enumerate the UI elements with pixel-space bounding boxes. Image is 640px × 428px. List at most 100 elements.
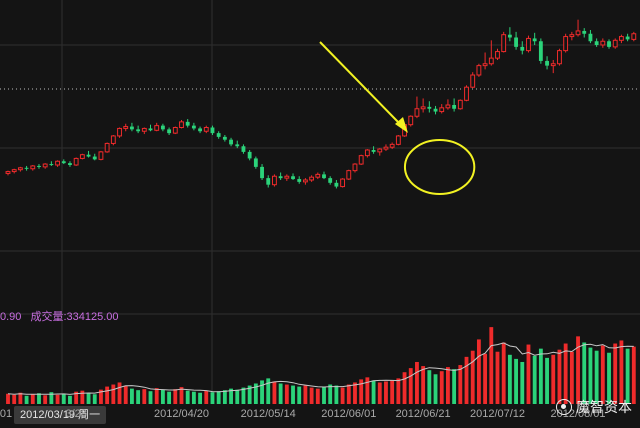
volume-bar: [247, 385, 252, 404]
volume-bar: [607, 352, 611, 404]
volume-bar: [303, 385, 308, 404]
volume-bar: [439, 371, 444, 404]
candle-body-up: [377, 148, 383, 153]
candle-body-down: [210, 127, 215, 134]
candle-body-down: [607, 41, 611, 47]
candle-body-down: [507, 34, 512, 38]
price-candles: [5, 19, 637, 189]
cursor-date-label: 2012/03/19 周一: [14, 406, 107, 424]
candle-body-down: [216, 133, 221, 137]
candle-body-up: [55, 160, 60, 166]
volume-bar: [594, 350, 599, 404]
volume-bars: [6, 327, 636, 404]
volume-bar: [142, 389, 147, 404]
volume-bar: [582, 342, 587, 404]
candle-body-up: [501, 34, 507, 53]
candle-body-up: [302, 179, 308, 183]
volume-bar: [235, 389, 240, 404]
volume-bar: [526, 344, 531, 404]
volume-bar: [452, 369, 457, 404]
candle-body-up: [11, 169, 17, 173]
volume-bar: [353, 382, 357, 404]
candle-body-down: [582, 30, 587, 34]
candle-body-down: [433, 108, 438, 112]
candle-body-up: [117, 127, 122, 137]
volume-bar: [160, 389, 165, 404]
candle-body-up: [482, 63, 488, 67]
candle-body-down: [160, 125, 165, 130]
volume-bar: [173, 389, 178, 404]
candle-body-down: [229, 139, 233, 145]
volume-bar: [365, 377, 370, 404]
candle-body-down: [61, 161, 66, 164]
date-tick-fragment: 01: [0, 408, 13, 420]
candle-body-up: [203, 127, 209, 132]
candle-body-up: [557, 50, 562, 65]
candle-body-up: [141, 127, 147, 132]
volume-bar: [377, 382, 382, 404]
candle-body-up: [73, 157, 79, 166]
date-tick-label: 2012/06/01: [321, 408, 377, 420]
volume-bar: [24, 395, 29, 404]
candle-body-up: [495, 51, 500, 59]
volume-bar: [204, 390, 209, 404]
candle-body-up: [17, 167, 23, 171]
candle-body-up: [612, 39, 618, 48]
candle-body-down: [291, 176, 295, 180]
candle-body-down: [278, 176, 283, 179]
grid-lines: [0, 0, 640, 404]
volume-bar: [61, 393, 66, 404]
volume-bar: [334, 385, 339, 404]
volume-bar: [514, 358, 518, 404]
volume-bar: [105, 386, 110, 404]
candle-body-up: [457, 99, 463, 110]
volume-bar: [433, 374, 438, 404]
volume-bar: [55, 394, 60, 404]
volume-bar: [390, 380, 395, 404]
volume-bar: [476, 339, 481, 404]
volume-bar: [415, 361, 419, 404]
volume-bar: [99, 389, 103, 404]
candle-body-up: [420, 106, 426, 110]
candle-body-down: [49, 164, 54, 166]
candle-body-up: [272, 175, 277, 186]
volume-bar: [328, 384, 333, 404]
candle-body-down: [260, 166, 264, 179]
volume-bar: [346, 384, 351, 404]
candle-body-up: [383, 146, 389, 150]
volume-bar: [576, 336, 580, 404]
volume-bar: [551, 354, 556, 404]
volume-bar: [18, 392, 23, 404]
candle-body-down: [130, 126, 134, 130]
volume-bar: [625, 348, 630, 404]
date-tick-label: 2012/07/12: [469, 408, 526, 420]
candle-body-up: [488, 57, 494, 65]
volume-bar: [241, 387, 246, 404]
candle-body-down: [594, 41, 599, 45]
date-tick-label: 2012/06/21: [395, 408, 451, 420]
candle-body-up: [352, 163, 358, 172]
volume-bar: [322, 386, 326, 404]
volume-bar: [291, 385, 295, 404]
volume-bar: [458, 365, 463, 404]
candle-body-down: [247, 151, 252, 159]
volume-bar: [384, 381, 388, 404]
volume-bar: [359, 379, 364, 404]
volume-bar: [464, 356, 469, 404]
candle-body-down: [588, 33, 593, 42]
candle-body-up: [395, 135, 401, 145]
volume-bar: [198, 392, 202, 404]
volume-bar: [588, 347, 593, 404]
candle-body-down: [24, 167, 29, 169]
candle-body-down: [334, 182, 339, 187]
volume-bar: [489, 327, 494, 404]
candle-body-up: [358, 155, 364, 165]
volume-value: 成交量:334125.00: [30, 311, 119, 323]
volume-bar: [92, 394, 97, 404]
volume-bar: [538, 348, 543, 404]
candle-body-down: [148, 128, 153, 131]
candle-body-down: [266, 178, 271, 185]
annotation-arrow-head: [395, 117, 408, 133]
candle-body-up: [618, 36, 624, 41]
